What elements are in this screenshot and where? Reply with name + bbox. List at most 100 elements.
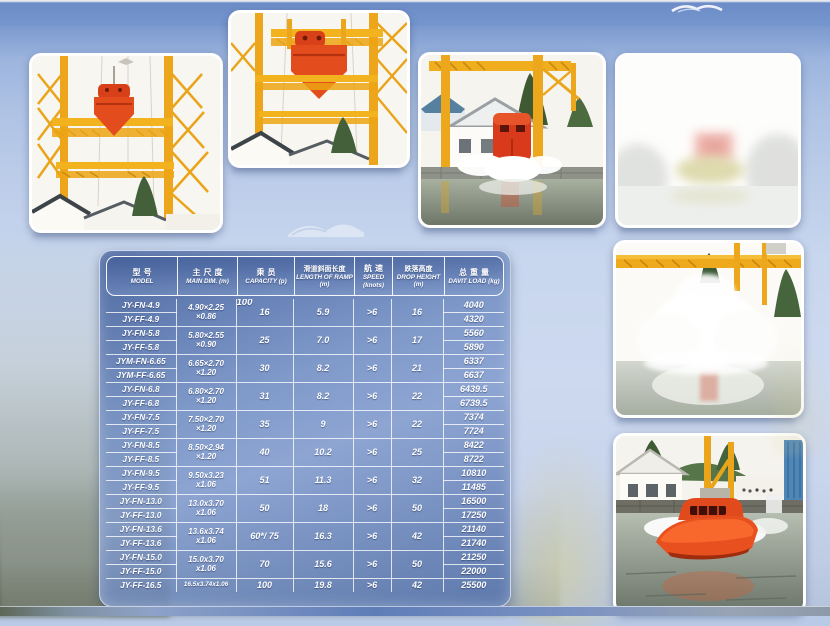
table-row: JYM-FN-6.65 6.65×2.70 ×1.20 30 8.2 >6 21 6337 xyxy=(105,354,505,383)
photo-splash-fog xyxy=(615,53,801,228)
header-model-en: MODEL xyxy=(130,277,154,285)
spec-table: 型号 MODEL 主尺度 MAIN DIM. (m) 乘员 CAPACITY (… xyxy=(99,250,511,607)
speed-cell: >6 xyxy=(352,494,392,523)
table-row: JY-FF-4.9 4320 xyxy=(105,312,505,327)
model-cell: JY-FN-15.0 xyxy=(105,550,177,565)
ramp-length-cell: 5.9 xyxy=(292,298,354,327)
dimensions-cell: 8.50×2.94 ×1.20 xyxy=(175,438,237,467)
capacity-value: 30 xyxy=(259,362,270,373)
photo-splash-cloud xyxy=(613,240,804,418)
davit-load-cell: 4320 xyxy=(442,312,505,327)
speed-cell: >6 xyxy=(352,410,392,439)
spec-table-grid: JY-FN-4.9 4.90×2.25 ×0.86 16 100 5.9 >6 16 4040 J… xyxy=(105,298,505,593)
capacity-value: 40 xyxy=(259,446,270,457)
dimension-line: ×1.20 xyxy=(195,367,217,377)
stray-label-100: 100 xyxy=(236,299,253,308)
drop-height-cell: 25 xyxy=(390,438,444,467)
speed-cell: >6 xyxy=(352,578,392,593)
dimension-line: 13.0x3.70 xyxy=(188,499,224,509)
model-cell: JYM-FN-6.65 xyxy=(105,354,177,369)
table-row: JY-FF-13.6 21740 xyxy=(105,536,505,551)
ramp-length-cell: 19.8 xyxy=(292,578,354,593)
capacity-value: 100 xyxy=(256,579,273,590)
drop-height-cell: 21 xyxy=(390,354,444,383)
dimensions-cell: 6.65×2.70 ×1.20 xyxy=(175,354,237,383)
header-capacity: 乘员 CAPACITY (p) xyxy=(237,257,294,295)
model-cell: JY-FF-8.5 xyxy=(105,452,177,467)
davit-load-cell: 6337 xyxy=(442,354,505,369)
davit-load-cell: 7724 xyxy=(442,424,505,439)
dimension-line: 9.50x3.23 xyxy=(188,471,224,481)
capacity-value: 31 xyxy=(259,390,270,401)
table-row: JY-FF-5.8 5890 xyxy=(105,340,505,355)
capacity-cell: 70 xyxy=(235,550,294,579)
model-cell: JY-FF-13.0 xyxy=(105,508,177,523)
drop-height-cell: 42 xyxy=(390,578,444,593)
speed-cell: >6 xyxy=(352,522,392,551)
davit-load-cell: 8722 xyxy=(442,452,505,467)
dimension-line: ×0.86 xyxy=(195,311,217,321)
mist-patch xyxy=(770,336,830,456)
davit-load-cell: 21740 xyxy=(442,536,505,551)
dimension-line: 13.6x3.74 xyxy=(188,527,224,537)
capacity-cell: 40 xyxy=(235,438,294,467)
header-davit-load: 总重量 DAVIT LOAD (kg) xyxy=(444,257,503,295)
dimension-line: 5.80×2.55 xyxy=(188,331,224,341)
dimension-line: 4.90×2.25 xyxy=(188,303,224,313)
model-cell: JYM-FF-6.65 xyxy=(105,368,177,383)
model-cell: JY-FN-13.6 xyxy=(105,522,177,537)
header-drop-height-zh: 跌落高度 xyxy=(404,265,433,273)
model-cell: JY-FF-9.5 xyxy=(105,480,177,495)
davit-load-cell: 16500 xyxy=(442,494,505,509)
table-row: JY-FN-9.5 9.50x3.23 x1.06 51 11.3 >6 32 10810 xyxy=(105,466,505,495)
table-row: JY-FN-7.5 7.50×2.70 ×1.20 35 9 >6 22 7374 xyxy=(105,410,505,439)
davit-load-cell: 5560 xyxy=(442,326,505,341)
capacity-cell: 25 xyxy=(235,326,294,355)
dimensions-cell: 6.80×2.70 ×1.20 xyxy=(175,382,237,411)
drop-height-cell: 32 xyxy=(390,466,444,495)
dimension-line: x1.06 xyxy=(195,563,217,573)
table-header-row: 型号 MODEL 主尺度 MAIN DIM. (m) 乘员 CAPACITY (… xyxy=(106,256,504,296)
photo-reflection xyxy=(231,166,401,180)
header-drop-height-en: DROP HEIGHT (m) xyxy=(396,273,441,288)
photo-splashdown-gantry xyxy=(418,52,606,228)
dimensions-cell: 13.6x3.74 x1.06 xyxy=(175,522,237,551)
capacity-value: 50 xyxy=(259,502,270,513)
seagull-icon xyxy=(671,4,723,13)
drop-height-cell: 22 xyxy=(390,410,444,439)
model-cell: JY-FF-5.8 xyxy=(105,340,177,355)
photo-reflection xyxy=(32,231,214,246)
model-cell: JY-FN-4.9 xyxy=(105,298,177,313)
table-row: JY-FN-13.6 13.6x3.74 x1.06 60*/ 75 16.3 >6 42 2… xyxy=(105,522,505,551)
speed-cell: >6 xyxy=(352,326,392,355)
header-model-zh: 型号 xyxy=(132,267,155,277)
dimensions-cell: 7.50×2.70 ×1.20 xyxy=(175,410,237,439)
capacity-value: 51 xyxy=(259,474,270,485)
model-cell: JY-FN-13.0 xyxy=(105,494,177,509)
photo-reflection xyxy=(616,416,795,430)
dimension-line: 15.0x3.70 xyxy=(188,555,224,565)
header-model: 型号 MODEL xyxy=(107,257,177,295)
table-row: JY-FN-6.8 6.80×2.70 ×1.20 31 8.2 >6 22 6439.5 xyxy=(105,382,505,411)
model-cell: JY-FF-16.5 xyxy=(105,578,177,593)
dimension-line: x1.06 xyxy=(195,507,217,517)
header-speed-zh: 航速 xyxy=(364,264,386,274)
table-row: JY-FN-13.0 13.0x3.70 x1.06 50 18 >6 50 16500 xyxy=(105,494,505,523)
ramp-length-cell: 9 xyxy=(292,410,354,439)
dimension-line: 6.65×2.70 xyxy=(188,359,224,369)
drop-height-cell: 22 xyxy=(390,382,444,411)
davit-load-cell: 6637 xyxy=(442,368,505,383)
speed-cell: >6 xyxy=(352,354,392,383)
table-row: JY-FN-15.0 15.0x3.70 x1.06 70 15.6 >6 50 21250 xyxy=(105,550,505,579)
dimension-line: 16.5x3.74x1.06 xyxy=(183,581,229,589)
davit-load-cell: 6739.5 xyxy=(442,396,505,411)
ramp-length-cell: 15.6 xyxy=(292,550,354,579)
speed-cell: >6 xyxy=(352,438,392,467)
capacity-cell: 100 xyxy=(235,578,294,593)
model-cell: JY-FF-7.5 xyxy=(105,424,177,439)
davit-load-cell: 6439.5 xyxy=(442,382,505,397)
dimensions-cell: 9.50x3.23 x1.06 xyxy=(175,466,237,495)
drop-height-cell: 50 xyxy=(390,550,444,579)
dimensions-cell: 15.0x3.70 x1.06 xyxy=(175,550,237,579)
ramp-length-cell: 11.3 xyxy=(292,466,354,495)
